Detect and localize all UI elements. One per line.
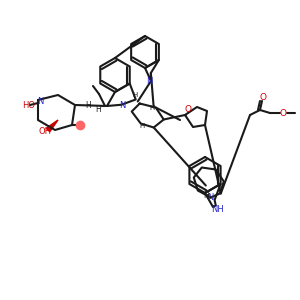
Text: H: H (149, 106, 154, 112)
Text: H: H (204, 191, 209, 200)
Text: H: H (85, 100, 91, 109)
Polygon shape (46, 120, 58, 132)
Text: O: O (280, 109, 286, 118)
Text: H: H (132, 92, 138, 98)
Text: OH: OH (38, 128, 52, 136)
Text: NH: NH (211, 206, 224, 214)
Text: H: H (139, 122, 144, 128)
Text: H": H" (95, 106, 105, 115)
Text: O: O (184, 104, 191, 113)
Text: N: N (208, 193, 214, 202)
Text: N: N (146, 76, 152, 85)
Text: O: O (260, 94, 266, 103)
Text: HO: HO (22, 100, 35, 109)
Text: N: N (119, 101, 125, 110)
Text: N: N (37, 98, 43, 106)
